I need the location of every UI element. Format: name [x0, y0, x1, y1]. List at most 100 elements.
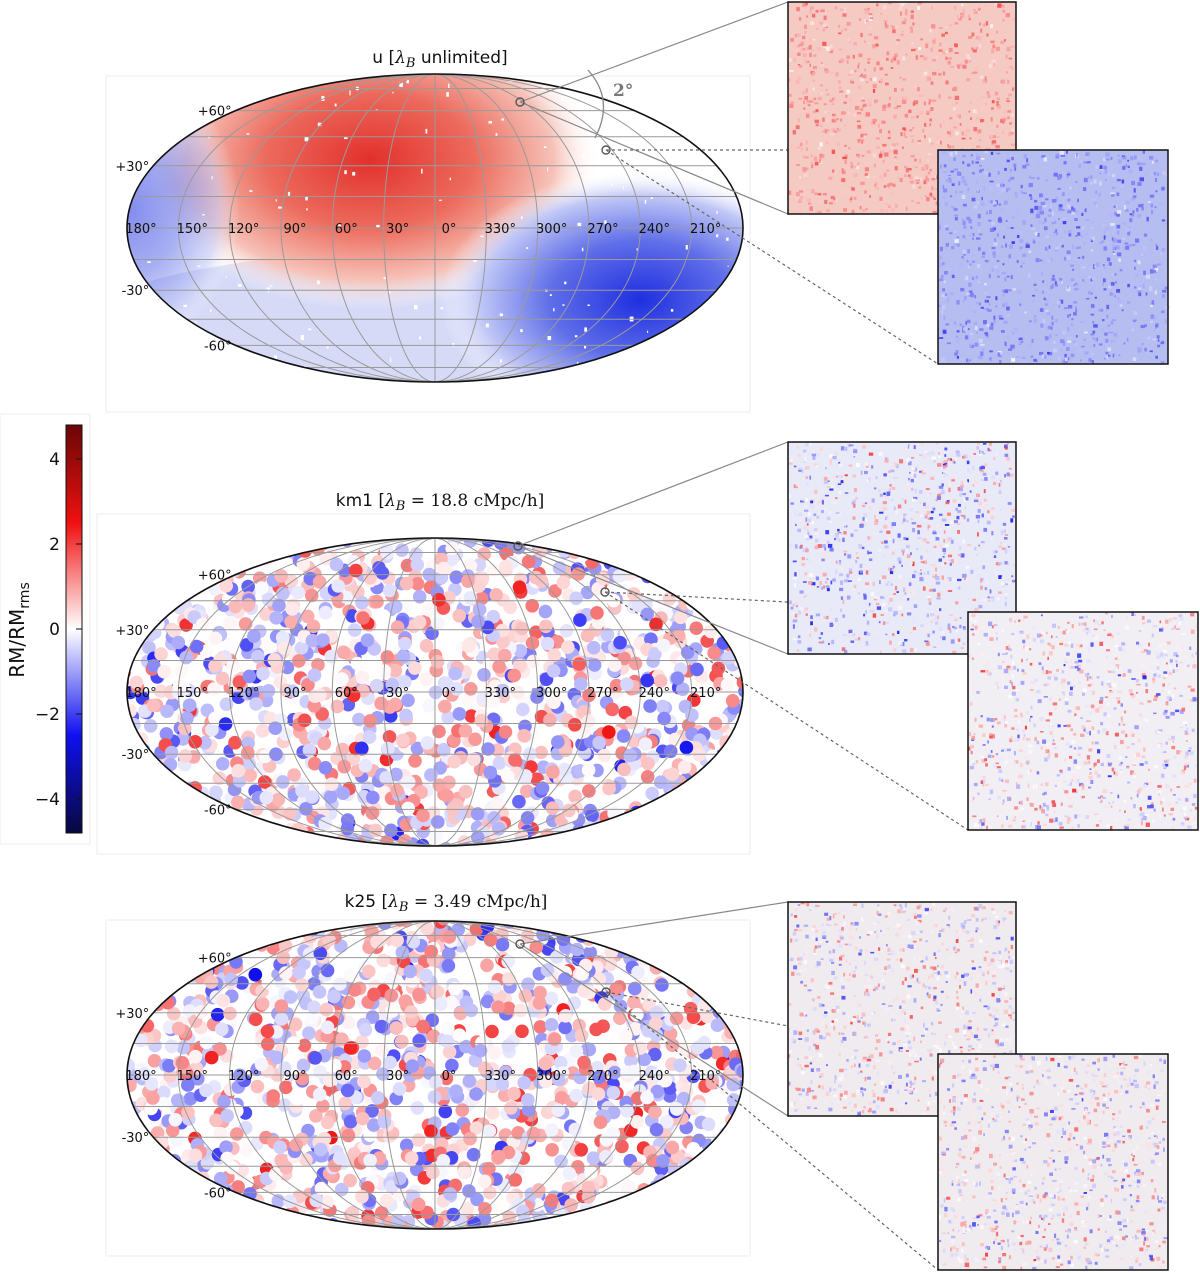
zoom-pixel: [842, 156, 847, 160]
zoom-pixel: [1002, 117, 1007, 121]
rm-patch: [188, 735, 202, 749]
zoom-pixel: [838, 512, 841, 516]
zoom-pixel: [992, 598, 995, 602]
zoom-pixel: [918, 47, 921, 50]
zoom-pixel: [942, 556, 945, 558]
rm-patch: [363, 714, 378, 728]
zoom-pixel: [1132, 210, 1135, 214]
rm-patch: [581, 714, 596, 729]
zoom-pixel: [989, 357, 992, 361]
zoom-pixel: [865, 208, 868, 210]
zoom-pixel: [919, 470, 922, 473]
zoom-pixel: [1073, 283, 1078, 286]
zoom-pixel: [1017, 668, 1019, 672]
zoom-pixel: [981, 759, 986, 763]
longitude-label: 30°: [386, 686, 409, 701]
longitude-label: 150°: [177, 686, 208, 701]
zoom-pixel: [847, 74, 852, 76]
zoom-pixel: [966, 460, 970, 465]
zoom-pixel: [826, 15, 829, 17]
zoom-pixel: [1064, 307, 1068, 309]
zoom-pixel: [1040, 783, 1043, 786]
zoom-pixel: [997, 3, 1002, 8]
longitude-label: 270°: [587, 222, 618, 237]
zoom-pixel: [1073, 301, 1078, 304]
zoom-pixel: [788, 138, 792, 141]
zoom-pixel: [1011, 727, 1015, 730]
zoom-pixel: [828, 607, 832, 612]
zoom-pixel: [808, 44, 812, 50]
zoom-pixel: [956, 176, 961, 179]
zoom-pixel: [1128, 169, 1133, 174]
zoom-pixel: [1064, 790, 1069, 794]
zoom-pixel: [843, 524, 847, 527]
zoom-pixel: [1179, 726, 1184, 729]
zoom-pixel: [948, 482, 951, 487]
zoom-pixel: [805, 537, 810, 541]
rm-patch: [171, 635, 186, 650]
zoom-pixel: [1041, 272, 1043, 276]
rm-patch: [396, 733, 410, 748]
zoom-pixel: [903, 131, 906, 137]
zoom-pixel: [1011, 575, 1014, 578]
zoom-pixel: [926, 187, 931, 191]
zoom-pixel: [1122, 165, 1126, 170]
zoom-pixel: [826, 578, 829, 580]
zoom-pixel: [1113, 771, 1116, 775]
zoom-pixel: [801, 499, 804, 502]
zoom-pixel: [979, 164, 982, 167]
zoom-pixel: [824, 26, 828, 29]
zoom-pixel: [976, 493, 980, 498]
zoom-pixel: [931, 564, 936, 567]
zoom-pixel: [858, 637, 861, 641]
rm-patch: [259, 790, 274, 805]
zoom-pixel: [1103, 166, 1108, 170]
zoom-pixel: [1087, 672, 1090, 676]
zoom-pixel: [810, 500, 814, 504]
zoom-pixel: [1048, 712, 1053, 716]
zoom-pixel: [904, 174, 907, 178]
rm-patch: [215, 757, 230, 771]
zoom-pixel: [858, 53, 863, 58]
zoom-pixel: [844, 144, 847, 147]
zoom-pixel: [903, 537, 907, 540]
zoom-pixel: [887, 581, 890, 584]
rm-patch: [267, 653, 282, 667]
zoom-pixel: [1153, 784, 1155, 789]
zoom-pixel: [964, 59, 968, 64]
zoom-pixel: [1007, 260, 1009, 263]
panel-km1-zoom-marker: [513, 541, 523, 551]
zoom-pixel: [1016, 260, 1019, 263]
zoom-pixel: [899, 76, 902, 79]
zoom-pixel: [1169, 659, 1173, 663]
zoom-pixel: [1105, 158, 1110, 161]
rm-patch: [520, 811, 535, 825]
zoom-pixel: [910, 116, 915, 119]
zoom-pixel: [939, 42, 942, 47]
zoom-pixel: [951, 578, 957, 583]
zoom-pixel: [990, 322, 994, 326]
zoom-pixel: [1088, 775, 1093, 780]
zoom-pixel: [963, 485, 966, 489]
zoom-pixel: [996, 766, 1001, 769]
rm-patch: [498, 648, 512, 663]
zoom-pixel: [797, 649, 800, 652]
sky-speckle: [425, 128, 428, 134]
zoom-pixel: [922, 472, 926, 475]
zoom-pixel: [826, 119, 830, 123]
rm-patch: [376, 609, 391, 623]
zoom-pixel: [985, 537, 990, 540]
zoom-pixel: [935, 567, 938, 572]
zoom-pixel: [1047, 351, 1050, 355]
zoom-pixel: [999, 208, 1004, 213]
zoom-pixel: [861, 99, 865, 102]
sky-speckle: [440, 307, 443, 310]
zoom-pixel: [1027, 284, 1031, 289]
zoom-pixel: [919, 502, 922, 504]
zoom-pixel: [948, 537, 952, 540]
zoom-pixel: [797, 454, 801, 457]
zoom-pixel: [1032, 294, 1036, 297]
zoom-pixel: [992, 764, 997, 768]
zoom-pixel: [884, 152, 889, 157]
zoom-pixel: [1095, 709, 1100, 713]
